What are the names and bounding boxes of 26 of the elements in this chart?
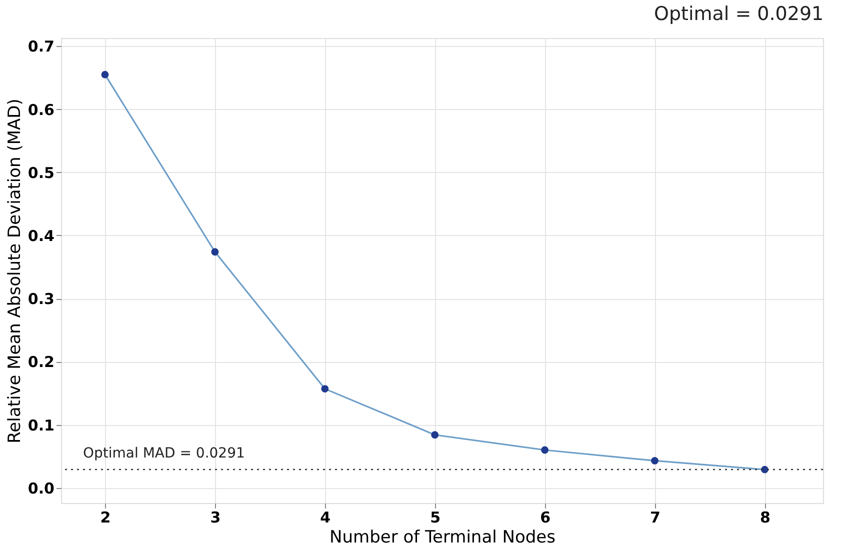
chart-title: Optimal = 0.0291 bbox=[654, 3, 824, 25]
x-tick-label: 4 bbox=[320, 508, 331, 526]
y-tick-label: 0.5 bbox=[28, 164, 54, 182]
ref-line-label: Optimal MAD = 0.0291 bbox=[83, 445, 245, 462]
x-tick-label: 5 bbox=[430, 508, 441, 526]
y-tick-label: 0.0 bbox=[28, 479, 54, 498]
point bbox=[541, 446, 549, 454]
point bbox=[211, 248, 219, 256]
y-tick-label: 0.3 bbox=[28, 290, 54, 308]
point bbox=[431, 431, 439, 439]
x-tick-label: 6 bbox=[540, 508, 551, 526]
x-axis-title: Number of Terminal Nodes bbox=[330, 528, 556, 548]
y-axis-title: Relative Mean Absolute Deviation (MAD) bbox=[4, 98, 25, 444]
y-tick-label: 0.7 bbox=[28, 38, 54, 56]
y-tick-label: 0.1 bbox=[28, 416, 54, 434]
y-tick-label: 0.6 bbox=[28, 100, 54, 119]
point bbox=[101, 70, 109, 78]
point bbox=[321, 385, 329, 392]
y-tick-label: 0.2 bbox=[28, 353, 54, 372]
point bbox=[651, 457, 658, 464]
x-tick-label: 2 bbox=[100, 508, 111, 526]
point bbox=[761, 466, 768, 474]
x-tick-label: 7 bbox=[650, 508, 660, 526]
y-tick-label: 0.4 bbox=[28, 226, 54, 245]
x-tick-label: 8 bbox=[760, 508, 770, 526]
x-tick-label: 3 bbox=[210, 508, 221, 526]
